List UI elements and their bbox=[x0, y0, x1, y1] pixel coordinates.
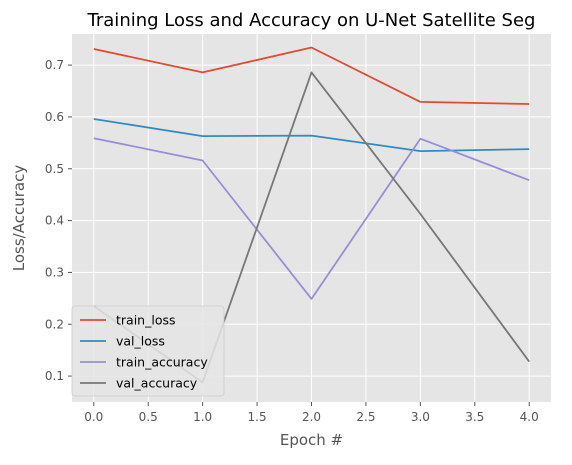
x-tick-label: 1.5 bbox=[248, 410, 267, 424]
legend-box bbox=[71, 305, 225, 397]
y-tick-label: 0.6 bbox=[45, 110, 64, 124]
legend-label: train_loss bbox=[116, 313, 176, 328]
x-tick-label: 0.5 bbox=[139, 410, 158, 424]
x-axis-label: Epoch # bbox=[280, 431, 343, 449]
y-tick-label: 0.3 bbox=[45, 265, 64, 279]
chart-title: Training Loss and Accuracy on U-Net Sate… bbox=[87, 10, 536, 31]
x-tick-label: 4.0 bbox=[520, 410, 539, 424]
y-tick-label: 0.4 bbox=[45, 214, 64, 228]
legend: train_loss val_loss train_accuracy val_accu… bbox=[71, 305, 225, 397]
y-tick-label: 0.5 bbox=[45, 162, 64, 176]
legend-label: train_accuracy bbox=[116, 355, 208, 370]
y-tick-label: 0.2 bbox=[45, 317, 64, 331]
series-line-val-loss bbox=[93, 118, 530, 153]
x-tick-label: 0.0 bbox=[84, 410, 103, 424]
grid-lines bbox=[72, 34, 551, 402]
y-tick-label: 0.1 bbox=[45, 369, 64, 383]
x-tick-label: 2.0 bbox=[302, 410, 321, 424]
legend-label: val_loss bbox=[116, 334, 165, 349]
y-tick-label: 0.7 bbox=[45, 58, 64, 72]
tick-labels: 0.0 0.5 1.0 1.5 2.0 2.5 3.0 3.5 4.0 0.1 0.2 0.3 0.4 0… bbox=[45, 58, 539, 424]
series-line-train-accuracy bbox=[93, 137, 530, 300]
x-tick-label: 1.0 bbox=[193, 410, 212, 424]
x-tick-label: 2.5 bbox=[356, 410, 375, 424]
x-tick-label: 3.5 bbox=[465, 410, 484, 424]
x-tick-label: 3.0 bbox=[411, 410, 430, 424]
legend-label: val_accuracy bbox=[116, 376, 198, 391]
series-line-train-loss bbox=[93, 46, 530, 105]
y-axis-label: Loss/Accuracy bbox=[10, 165, 28, 272]
